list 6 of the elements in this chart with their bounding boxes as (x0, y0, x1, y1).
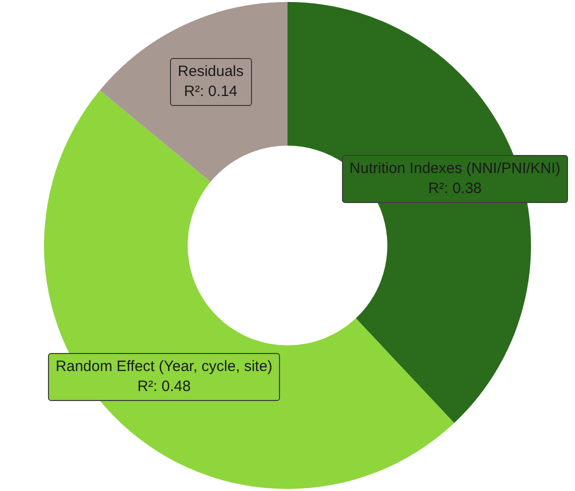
data-label: R²: 0.14 (183, 82, 238, 102)
slice-label: Nutrition Indexes (NNI/PNI/KNI) (350, 159, 560, 180)
data-label: R²: 0.48 (136, 376, 192, 397)
data-label: R²: 0.38 (427, 179, 483, 200)
slice-label: Residuals (178, 62, 244, 82)
slice-label: Random Effect (Year, cycle, site) (56, 356, 272, 377)
